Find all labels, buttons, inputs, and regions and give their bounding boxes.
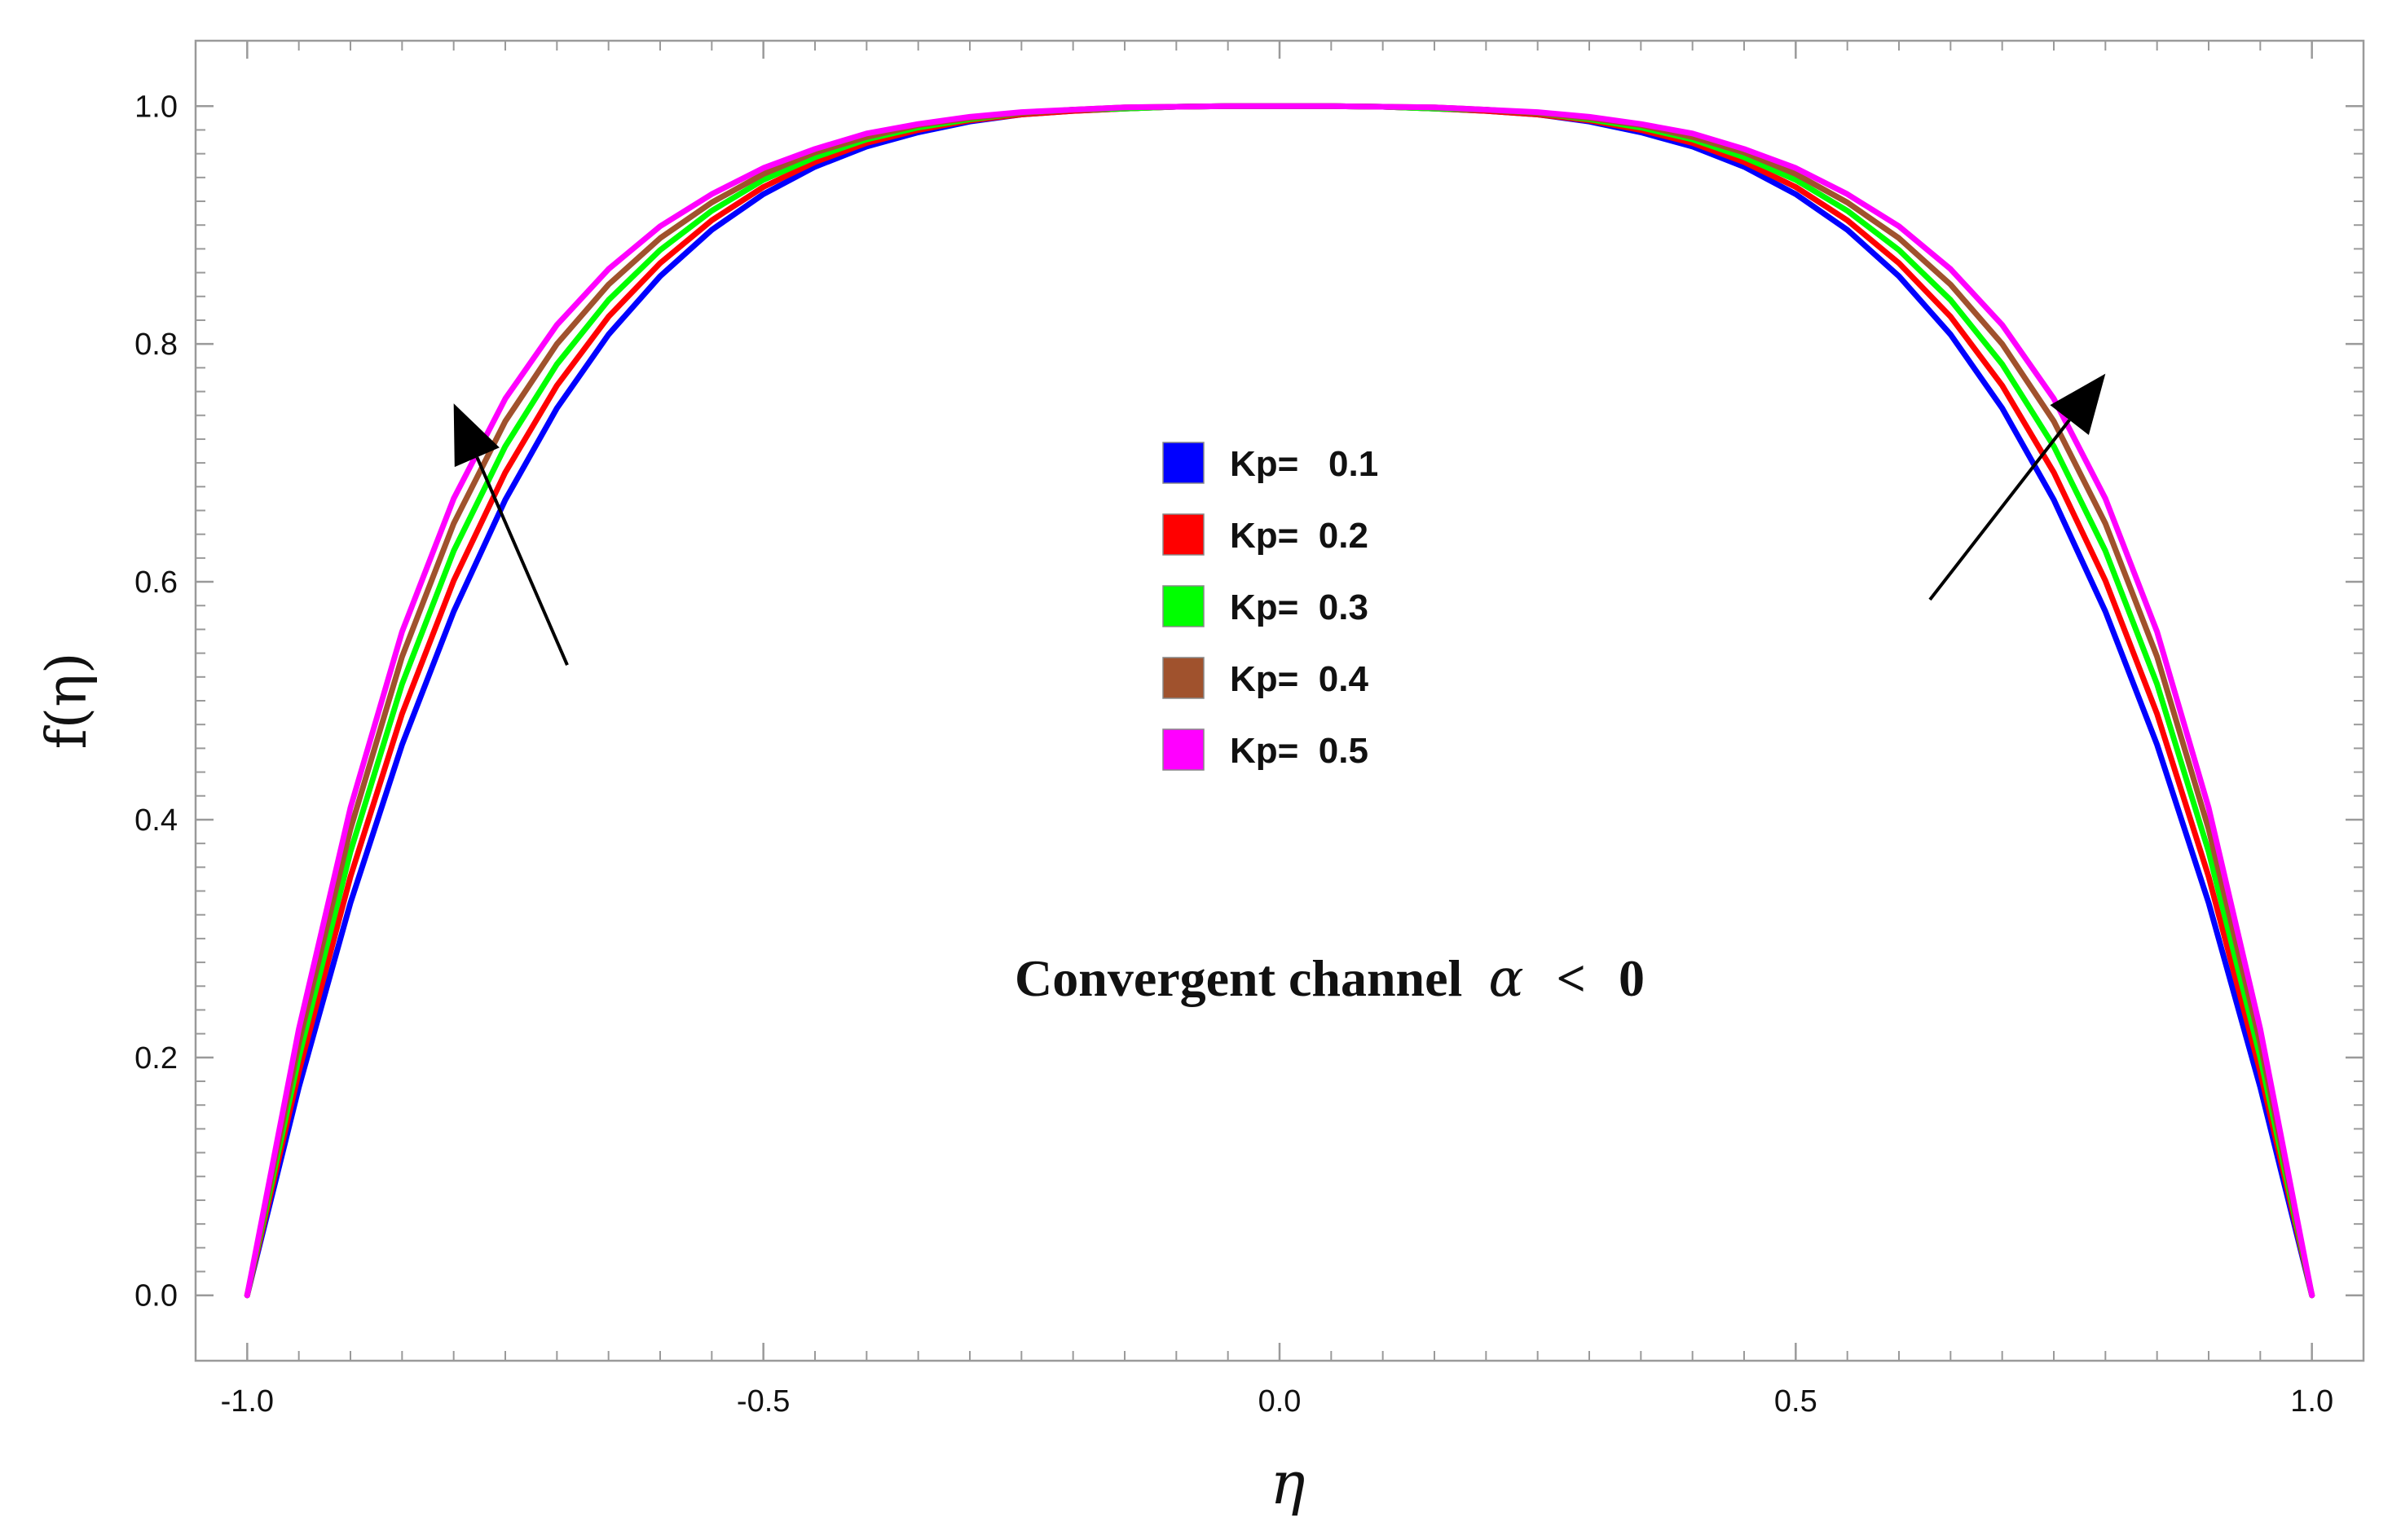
legend-swatch-2 — [1162, 513, 1205, 556]
x-tick-label: -0.5 — [737, 1384, 790, 1419]
x-tick-label: -1.0 — [221, 1384, 274, 1419]
annotation: Convergent channel α < 0 — [1015, 948, 1645, 1009]
arrow-shaft-1 — [475, 456, 569, 667]
legend-label-4: Kp= 0.4 — [1230, 659, 1368, 699]
annotation-text: Convergent channel — [1015, 949, 1462, 1007]
y-minor-ticks — [196, 129, 2364, 1273]
legend-swatch-3 — [1162, 585, 1205, 627]
x-tick-label: 0.5 — [1774, 1384, 1817, 1419]
y-tick-label: 0.8 — [134, 328, 178, 362]
legend-label-1: Kp= 0.1 — [1230, 444, 1378, 484]
arrow-head-1 — [453, 403, 500, 468]
x-tick-label: 0.0 — [1258, 1384, 1302, 1419]
y-tick-label: 0.2 — [134, 1041, 178, 1076]
y-major-ticks: 0.0 0.2 0.4 0.6 0.8 1.0 — [134, 90, 2364, 1313]
x-minor-ticks — [297, 41, 2262, 1361]
legend-label-3: Kp= 0.3 — [1230, 587, 1368, 627]
x-tick-label: 1.0 — [2290, 1384, 2333, 1419]
legend-swatch-4 — [1162, 657, 1205, 699]
series-line-1 — [244, 103, 2315, 1299]
x-major-ticks: -1.0 -0.5 0.0 0.5 1.0 — [221, 41, 2333, 1419]
legend-label-5: Kp= 0.5 — [1230, 731, 1368, 771]
y-tick-label: 1.0 — [134, 90, 178, 124]
annotation-value: 0 — [1619, 949, 1645, 1007]
y-tick-label: 0.4 — [134, 803, 178, 838]
legend-swatch-1 — [1162, 442, 1205, 484]
series-lines — [244, 103, 2315, 1299]
arrow-head-2 — [2050, 373, 2106, 435]
trend-arrows — [453, 373, 2106, 667]
x-axis-label: η — [1270, 1449, 1305, 1517]
y-axis-label: f(η) — [35, 653, 99, 750]
series-line-3 — [244, 103, 2315, 1299]
annotation-relation: < — [1557, 949, 1586, 1007]
legend-swatch-5 — [1162, 728, 1205, 771]
legend: Kp= 0.1 Kp= 0.2 Kp= 0.3 Kp= 0.4 Kp= 0.5 — [1162, 442, 1378, 771]
plot-frame — [194, 39, 2365, 1362]
y-tick-label: 0.6 — [134, 565, 178, 600]
annotation-symbol: α — [1488, 948, 1523, 1009]
series-line-5 — [244, 103, 2315, 1299]
series-line-4 — [244, 103, 2315, 1299]
series-line-2 — [244, 103, 2315, 1299]
arrow-shaft-2 — [1928, 419, 2071, 601]
y-tick-label: 0.0 — [134, 1279, 178, 1313]
legend-label-2: Kp= 0.2 — [1230, 516, 1368, 556]
